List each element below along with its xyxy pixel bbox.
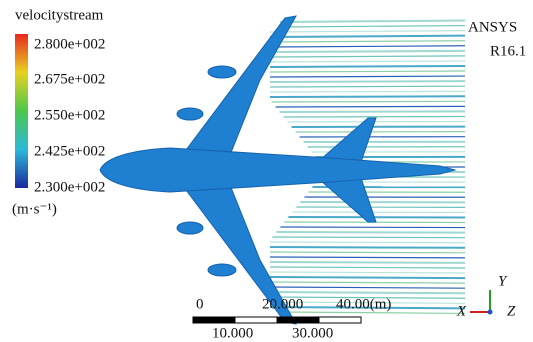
streamline	[270, 76, 465, 77]
streamline	[280, 26, 465, 27]
axis-triad: X Y Z	[456, 273, 516, 319]
streamline	[270, 252, 465, 253]
streamline	[270, 36, 465, 37]
scale-label: 20.000	[262, 296, 303, 312]
streamline	[270, 66, 465, 67]
upper-wing	[180, 16, 296, 160]
brand-name: ANSYS	[468, 19, 517, 35]
streamline	[270, 267, 465, 268]
streamline	[270, 56, 465, 57]
streamline	[270, 287, 465, 288]
legend-label: 2.550e+002	[34, 107, 105, 123]
scale-label: 30.000	[292, 325, 333, 341]
streamline	[270, 81, 465, 82]
legend-title: velocitystream	[15, 7, 104, 23]
scale-segment	[277, 317, 319, 323]
engine	[177, 108, 203, 120]
scale-segment	[235, 317, 277, 323]
scale-label: 40.00(m)	[336, 296, 391, 312]
streamline	[272, 101, 465, 102]
axis-label: Y	[498, 273, 508, 289]
engine	[208, 264, 236, 276]
streamline	[270, 61, 465, 62]
streamline	[270, 257, 465, 258]
streamline	[270, 41, 465, 42]
legend-label: 2.800e+002	[34, 36, 105, 52]
streamline	[270, 46, 465, 47]
color-bar	[15, 34, 28, 188]
axis-label: X	[456, 303, 467, 319]
streamline	[280, 21, 465, 22]
legend-label: 2.300e+002	[34, 179, 105, 195]
engine	[208, 66, 236, 78]
streamline	[276, 232, 465, 233]
streamline	[284, 116, 465, 117]
scale-segment	[319, 317, 361, 323]
streamline	[272, 237, 465, 238]
scale-segment	[193, 317, 235, 323]
scale-label: 0	[196, 296, 204, 312]
scale-label: 10.000	[212, 325, 253, 341]
streamline	[270, 247, 465, 248]
streamline	[270, 31, 465, 32]
streamline	[270, 51, 465, 52]
streamline	[270, 242, 465, 243]
fuselage	[100, 148, 455, 192]
legend-label: 2.425e+002	[34, 143, 105, 159]
axis-label: Z	[507, 303, 516, 319]
streamline	[280, 227, 465, 228]
streamline	[270, 91, 465, 92]
streamline	[270, 292, 465, 293]
screenshot: velocitystream 2.800e+002 2.675e+002 2.5…	[0, 0, 533, 342]
legend-unit: (m·s⁻¹)	[12, 201, 57, 217]
streamline	[270, 86, 465, 87]
streamline	[270, 96, 465, 97]
streamline	[270, 272, 465, 273]
z-axis-dot	[488, 310, 493, 315]
scale-bar	[193, 317, 361, 323]
legend-label: 2.675e+002	[34, 71, 105, 87]
brand-version: R16.1	[490, 43, 526, 59]
streamline	[270, 277, 465, 278]
streamline	[270, 262, 465, 263]
streamline	[276, 106, 465, 107]
streamline	[270, 71, 465, 72]
streamline	[270, 282, 465, 283]
streamline	[280, 111, 465, 112]
engine	[177, 222, 203, 234]
